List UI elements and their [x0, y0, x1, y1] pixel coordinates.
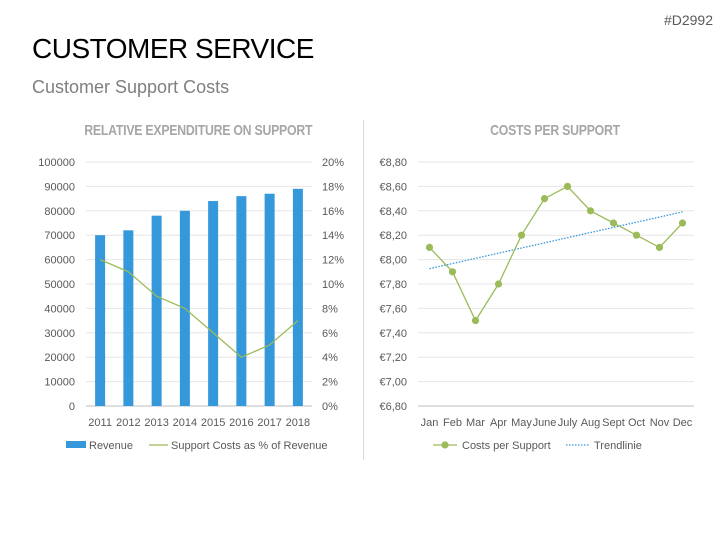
y-tick-label: €8,40 [379, 206, 407, 218]
cost-point [632, 231, 641, 239]
revenue-bar [123, 230, 134, 406]
y-tick-label: €7,20 [379, 352, 407, 364]
x-tick-label: Oct [628, 417, 645, 429]
y2-tick-label: 12% [322, 255, 344, 267]
y2-tick-label: 14% [322, 230, 344, 242]
y2-tick-label: 18% [322, 181, 344, 193]
revenue-bar [151, 215, 162, 406]
x-tick-label: Jan [421, 417, 439, 429]
y-tick-label: 10000 [44, 377, 75, 389]
left-chart-title: Relative expenditure on support [84, 122, 313, 139]
y2-tick-label: 20% [322, 157, 344, 169]
y-tick-label: 50000 [44, 279, 75, 291]
cost-point [471, 317, 480, 325]
legend-support-label: Support Costs as % of Revenue [171, 440, 328, 452]
x-tick-label: 2011 [88, 417, 112, 429]
x-tick-label: 2013 [144, 417, 168, 429]
x-tick-label: Feb [443, 417, 462, 429]
y-tick-label: €7,40 [379, 328, 407, 340]
y-tick-label: €7,80 [379, 279, 407, 291]
chart-divider [363, 120, 364, 460]
right-chart-title: Costs per support [490, 122, 620, 139]
y2-tick-label: 0% [322, 401, 338, 413]
y-tick-label: 60000 [44, 255, 75, 267]
legend-revenue-label: Revenue [89, 440, 133, 452]
x-tick-label: Dec [673, 417, 693, 429]
y2-tick-label: 4% [322, 352, 338, 364]
cost-point [586, 207, 595, 215]
x-tick-label: Sept [602, 417, 625, 429]
cost-point [609, 219, 618, 227]
legend-cost-label: Costs per Support [462, 440, 551, 452]
y-tick-label: €7,60 [379, 303, 407, 315]
slide-title: CUSTOMER SERVICE [32, 33, 314, 64]
cost-point [494, 280, 503, 288]
cost-point [540, 195, 549, 203]
x-tick-label: Nov [650, 417, 670, 429]
y-tick-label: 30000 [44, 328, 75, 340]
legend-revenue-swatch [66, 441, 86, 448]
y-tick-label: 90000 [44, 181, 75, 193]
x-tick-label: July [558, 417, 578, 429]
revenue-bar [95, 235, 106, 406]
x-tick-label: 2015 [201, 417, 225, 429]
y-tick-label: €8,80 [379, 157, 407, 169]
x-tick-label: June [533, 417, 557, 429]
revenue-bar [292, 188, 303, 406]
y2-tick-label: 16% [322, 206, 344, 218]
y-tick-label: 40000 [44, 303, 75, 315]
y2-tick-label: 2% [322, 377, 338, 389]
y-tick-label: €8,00 [379, 255, 407, 267]
revenue-bar [236, 196, 247, 406]
x-tick-label: 2014 [173, 417, 197, 429]
trendline [429, 211, 683, 270]
legend-trend-label: Trendlinie [594, 440, 642, 452]
revenue-bar [208, 201, 219, 406]
y-tick-label: 70000 [44, 230, 75, 242]
y-tick-label: 0 [69, 401, 75, 413]
y-tick-label: 80000 [44, 206, 75, 218]
cost-line [429, 185, 683, 322]
y2-tick-label: 10% [322, 279, 344, 291]
cost-point [678, 219, 687, 227]
y-tick-label: €8,60 [379, 181, 407, 193]
x-tick-label: 2012 [116, 417, 140, 429]
y-tick-label: €8,20 [379, 230, 407, 242]
x-tick-label: Aug [581, 417, 601, 429]
y-tick-label: €6,80 [379, 401, 407, 413]
y2-tick-label: 8% [322, 303, 338, 315]
x-tick-label: Mar [466, 417, 485, 429]
x-tick-label: Apr [490, 417, 507, 429]
revenue-bar [264, 193, 275, 406]
y2-tick-label: 6% [322, 328, 338, 340]
cost-point [448, 268, 457, 276]
cost-point [517, 231, 526, 239]
slide-code: #D2992 [663, 12, 713, 28]
y-tick-label: €7,00 [379, 377, 407, 389]
cost-point [563, 182, 572, 190]
legend-cost-swatch-marker [441, 441, 449, 449]
x-tick-label: May [511, 417, 532, 429]
y-tick-label: 100000 [38, 157, 75, 169]
slide-subtitle: Customer Support Costs [32, 77, 230, 97]
cost-point [655, 243, 664, 251]
x-tick-label: 2018 [286, 417, 310, 429]
support-cost-line [99, 259, 299, 358]
x-tick-label: 2016 [229, 417, 253, 429]
y-tick-label: 20000 [44, 352, 75, 364]
x-tick-label: 2017 [257, 417, 281, 429]
cost-point [425, 243, 434, 251]
